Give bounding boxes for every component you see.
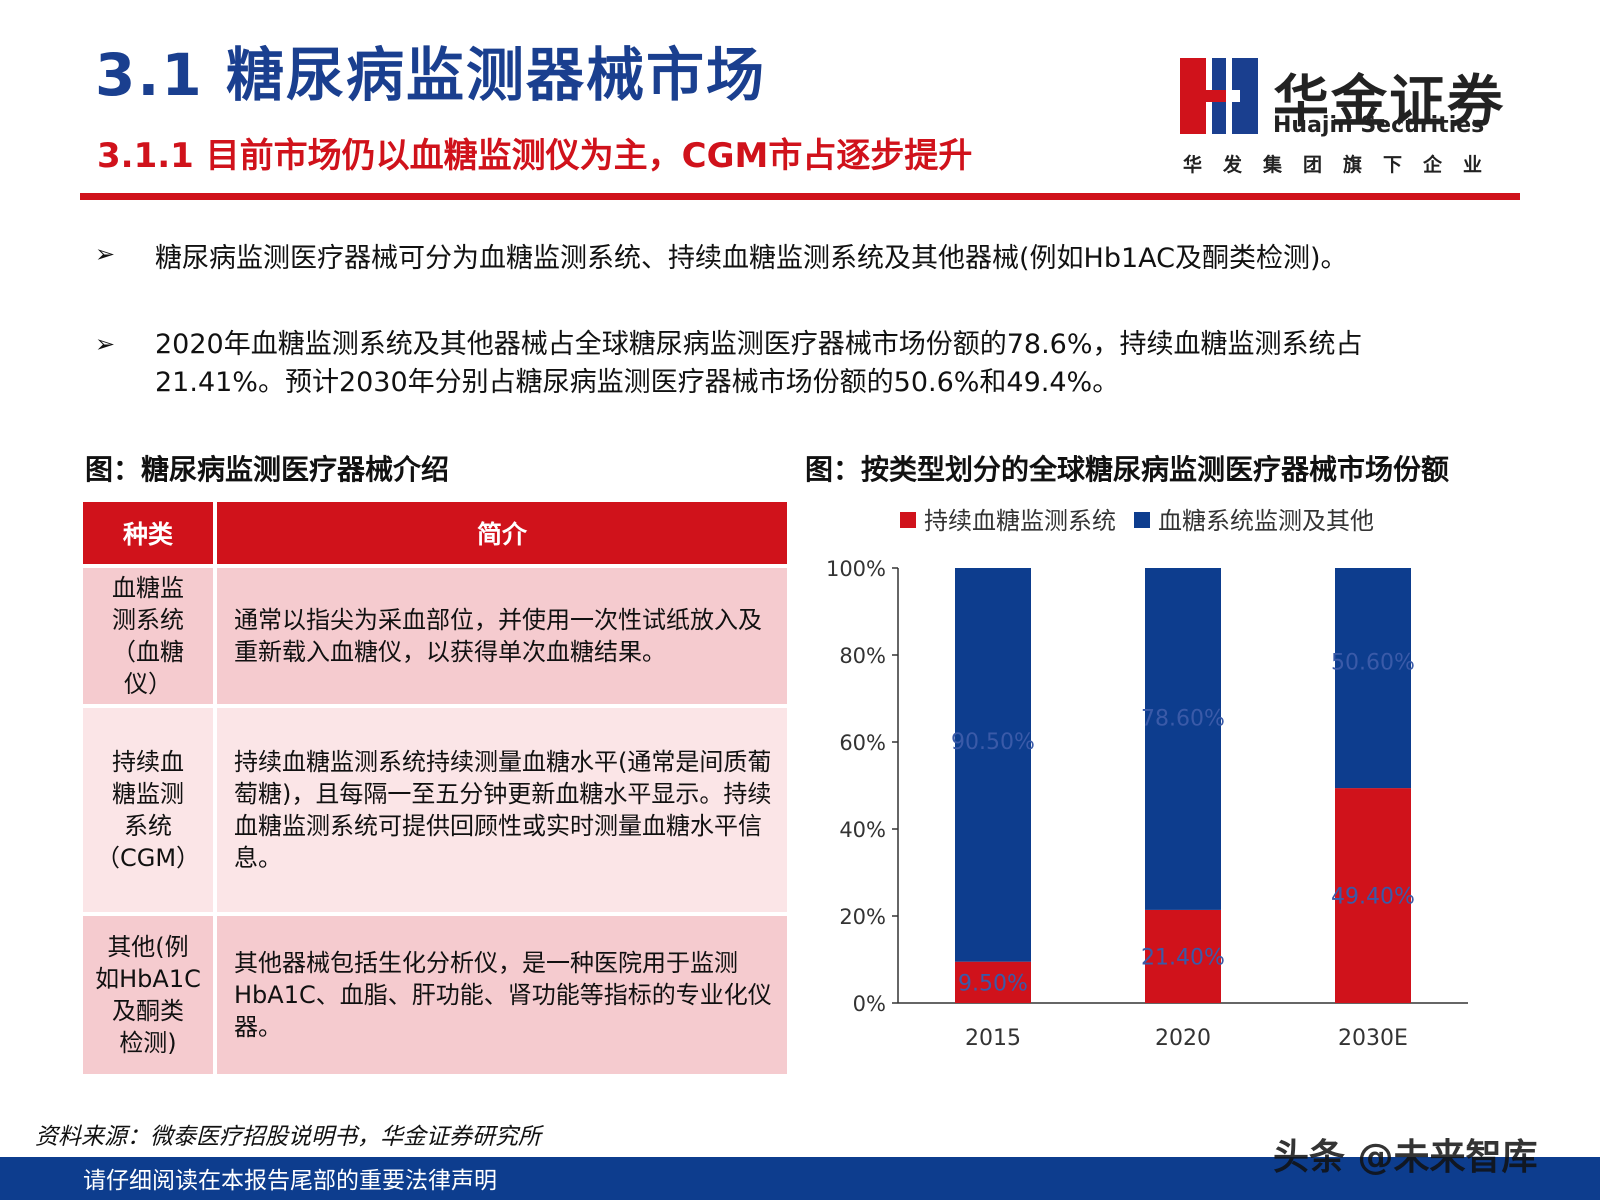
y-tick-label: 60%: [839, 731, 886, 755]
table-cell-desc: 通常以指尖为采血部位，并使用一次性试纸放入及重新载入血糖仪，以获得单次血糖结果。: [217, 564, 787, 704]
y-tick-label: 0%: [853, 992, 886, 1016]
chart-data-labels: 9.50% 90.50% 21.40% 78.60% 49.40% 50.60%: [951, 650, 1415, 996]
legend-swatch: [1134, 512, 1150, 528]
table-cell-type: 其他(例 如HbA1C 及酮类 检测): [83, 912, 217, 1074]
page-subtitle: 3.1.1 目前市场仍以血糖监测仪为主，CGM市占逐步提升: [97, 136, 973, 176]
footer-bar: [0, 1157, 1600, 1200]
bar-segment: [955, 568, 1031, 962]
type-line: 如HbA1C: [95, 965, 201, 993]
bar-segment: [1145, 909, 1221, 1003]
logo-name-cn: 华金证券: [1273, 70, 1505, 135]
figure2-title: 图：按类型划分的全球糖尿病监测医疗器械市场份额: [805, 453, 1450, 486]
type-line: 糖监测: [112, 780, 184, 808]
data-label: 21.40%: [1141, 945, 1225, 970]
type-line: 测系统: [112, 606, 184, 634]
table-row: 血糖监 测系统 （血糖 仪） 通常以指尖为采血部位，并使用一次性试纸放入及重新载…: [83, 564, 787, 704]
chart-bars: [955, 568, 1411, 1003]
y-tick-label: 100%: [826, 557, 886, 581]
type-line: 检测): [119, 1029, 177, 1057]
huajin-logo-icon: [1180, 58, 1258, 134]
table-row: 持续血 糖监测 系统 （CGM） 持续血糖监测系统持续测量血糖水平(通常是间质葡…: [83, 704, 787, 912]
bar-segment: [1335, 788, 1411, 1003]
data-label: 9.50%: [958, 971, 1028, 996]
chart-legend: 持续血糖监测系统 血糖系统监测及其他: [900, 507, 1374, 535]
table-cell-type: 持续血 糖监测 系统 （CGM）: [83, 704, 217, 912]
type-line: 其他(例: [107, 933, 189, 961]
watermark: 头条 @未来智库: [1273, 1137, 1538, 1178]
x-tick-label: 2020: [1155, 1026, 1211, 1051]
legend-label: 血糖系统监测及其他: [1158, 507, 1374, 535]
type-line: 仪）: [124, 670, 172, 698]
table-header-type: 种类: [83, 502, 217, 564]
bar-segment: [1335, 568, 1411, 789]
legend-swatch: [900, 512, 916, 528]
bullet-text-1: 糖尿病监测医疗器械可分为血糖监测系统、持续血糖监测系统及其他器械(例如Hb1AC…: [155, 243, 1348, 274]
table-cell-type: 血糖监 测系统 （血糖 仪）: [83, 564, 217, 704]
type-line: 及酮类: [112, 997, 184, 1025]
legend-label: 持续血糖监测系统: [924, 507, 1116, 535]
data-label: 78.60%: [1141, 706, 1225, 731]
bullet-arrow-icon: ➢: [95, 330, 116, 358]
type-line: 血糖监: [112, 574, 184, 602]
type-line: 持续血: [112, 748, 184, 776]
header-divider: [80, 193, 1520, 200]
data-label: 90.50%: [951, 730, 1035, 755]
x-tick-label: 2030E: [1338, 1026, 1408, 1051]
market-share-chart: 持续血糖监测系统 血糖系统监测及其他 0% 20% 40% 60% 80% 100% 2015…: [826, 507, 1468, 1051]
y-tick-label: 80%: [839, 644, 886, 668]
table-cell-desc: 其他器械包括生化分析仪，是一种医院用于监测HbA1C、血脂、肝功能、肾功能等指标…: [217, 912, 787, 1074]
figure1-title: 图：糖尿病监测医疗器械介绍: [85, 453, 450, 486]
legal-disclaimer: 请仔细阅读在本报告尾部的重要法律声明: [83, 1168, 497, 1194]
bullet-text-2: 2020年血糖监测系统及其他器械占全球糖尿病监测医疗器械市场份额的78.6%，持…: [155, 329, 1363, 398]
bar-segment: [1145, 568, 1221, 910]
data-label: 50.60%: [1331, 650, 1415, 675]
table-row: 其他(例 如HbA1C 及酮类 检测) 其他器械包括生化分析仪，是一种医院用于监…: [83, 912, 787, 1074]
logo-name-en: Huajin Securities: [1273, 113, 1485, 138]
source-note: 资料来源：微泰医疗招股说明书，华金证券研究所: [35, 1124, 541, 1150]
page-title: 3.1 糖尿病监测器械市场: [95, 41, 766, 109]
type-line: （血糖: [112, 638, 184, 666]
table-cell-desc: 持续血糖监测系统持续测量血糖水平(通常是间质葡萄糖)，且每隔一至五分钟更新血糖水…: [217, 704, 787, 912]
data-label: 49.40%: [1331, 885, 1415, 910]
x-tick-label: 2015: [965, 1026, 1021, 1051]
bullet-arrow-icon: ➢: [95, 240, 116, 268]
logo-slogan: 华发集团旗下企业: [1183, 154, 1504, 176]
y-tick-label: 40%: [839, 818, 886, 842]
table-header-desc: 简介: [217, 502, 787, 564]
type-line: （CGM）: [95, 844, 201, 872]
bar-segment: [955, 961, 1031, 1003]
type-line: 系统: [124, 812, 172, 840]
device-intro-table: 种类 简介 血糖监 测系统 （血糖 仪） 通常以指尖为采血部位，并使用一次性试纸…: [83, 502, 787, 1074]
y-tick-label: 20%: [839, 905, 886, 929]
